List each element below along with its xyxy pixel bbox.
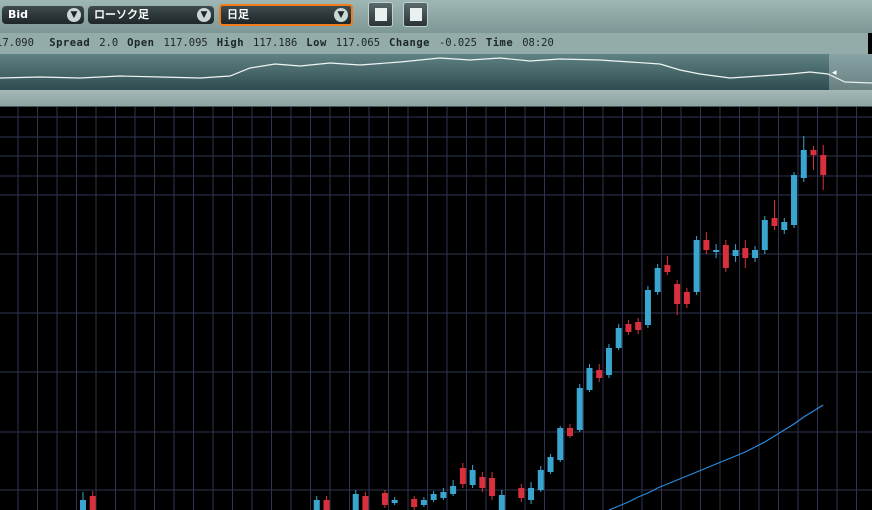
candle-body [479,477,486,488]
candle-body [654,268,661,292]
candle-body [420,500,427,505]
dropdown-arrow: ▼ [197,8,211,22]
window-handle: ◂ [832,68,837,78]
quote-value: -0.025 [438,37,477,49]
quote-value: 117.095 [163,37,208,49]
chart-button[interactable] [368,2,393,27]
quote-label: Low [306,37,327,49]
candle-body [722,245,729,268]
candle-body [547,457,554,472]
chart-style-dropdown[interactable]: ローソク足 ▼ [88,6,214,24]
candle-body [469,470,476,485]
candle-body [557,428,564,460]
candle-body [752,250,759,258]
scroll-band [0,90,872,107]
last-price: 17.090 [0,37,34,49]
candle-body [664,265,671,272]
candle-body [537,470,544,490]
dropdown-text: 日足 [227,8,249,21]
candle-body [800,150,807,178]
dropdown-arrow: ▼ [334,8,348,22]
dropdown-text: ローソク足 [94,8,149,21]
moving-average [608,404,824,510]
period-dropdown[interactable]: 日足 ▼ [219,4,353,26]
candle-body [362,496,369,510]
quote-label: Spread [49,37,91,49]
candle-body [761,220,768,250]
quote-label: Time [485,37,514,49]
dropdown-text: Bid [8,8,29,21]
candle-body [781,222,788,230]
toolbar: Bid ▼ ローソク足 ▼ 日足 ▼ [0,0,872,33]
candle-body [391,500,398,503]
candle-body [352,494,359,510]
price-type-dropdown[interactable]: Bid ▼ [2,6,84,24]
candle-body [693,240,700,292]
quote-value: 2.0 [99,37,119,49]
candle-body [89,496,96,510]
candle-body [713,250,720,252]
candle-body [635,322,642,330]
icon [410,8,422,21]
candle-body [313,500,320,510]
candle-body [683,292,690,304]
candle-body [576,388,583,430]
candle-body [810,150,817,155]
quote-label: Change [389,37,430,49]
candle-body [742,248,749,258]
quote-label: Open [127,37,155,49]
candle-body [498,495,505,510]
dropdown-arrow: ▼ [67,8,81,22]
candle-body [381,493,388,505]
candle-body [518,488,525,498]
candle-body [674,284,681,304]
list-button[interactable] [403,2,428,27]
candle-body [771,218,778,226]
candle-body [703,240,710,250]
overview-line [0,57,872,84]
quote-label: High [216,37,245,49]
candle-body [440,492,447,498]
candle-body [411,499,418,507]
quote-value: 08:20 [522,37,554,49]
candle-body [615,328,622,348]
icon [375,8,387,21]
candle-body [625,324,632,332]
candle-body [489,478,496,496]
candle-body [430,494,437,500]
overview-window[interactable] [829,54,872,90]
candle-body [586,368,593,390]
candle-body [459,468,466,484]
quote-value: 117.186 [253,37,298,49]
candle-body [596,370,603,378]
quote-bar: 17.090 Spread 2.0 Open 117.095 High 117.186 Lo… [0,33,868,54]
candle-body [80,500,86,510]
candle-body [820,155,827,175]
overview: ◂ [0,54,872,90]
candle-body [528,488,535,500]
overview-strip: ◂ [0,54,872,90]
candle-body [605,348,612,375]
candle-body [450,486,457,494]
candle-body [567,428,573,436]
candle-body [732,250,739,256]
candle-body [323,500,330,510]
candle-body [644,290,651,325]
candle-body [791,175,798,225]
quote-value: 117.065 [335,37,381,49]
